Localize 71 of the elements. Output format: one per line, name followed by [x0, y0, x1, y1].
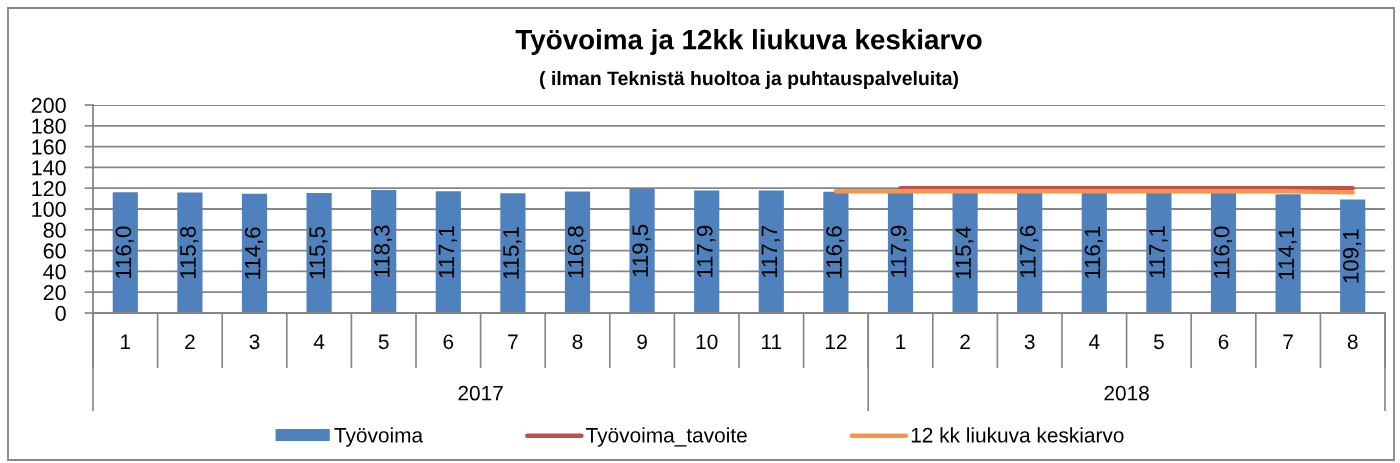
data-label: 116,0: [1213, 226, 1233, 278]
bar: [758, 190, 784, 313]
x-tick-label: 6: [443, 334, 454, 350]
x-tick-label: 11: [762, 334, 782, 349]
text: 2017: [458, 385, 503, 401]
data-label: 117,9: [890, 225, 910, 277]
data-label: 117,1: [1149, 226, 1168, 278]
x-tick-label: 3: [249, 334, 260, 350]
data-label: 119,5: [632, 224, 651, 277]
chart-title: Työvoima ja 12kk liukuva keskiarvo: [515, 29, 982, 55]
y-tick-label: 180: [32, 118, 66, 134]
x-tick-label: 8: [572, 334, 583, 350]
text: 2018: [1104, 385, 1149, 401]
data-label: 117,9: [696, 225, 716, 277]
data-label: 118,3: [373, 225, 393, 277]
x-tick-label: 2: [960, 334, 970, 349]
x-tick-label: 7: [508, 334, 518, 349]
chart-subtitle: ( ilman Teknistä huoltoa ja puhtauspalveluita): [540, 70, 959, 90]
bar: [952, 192, 978, 313]
data-label: 115,1: [503, 227, 522, 279]
data-label: 115,5: [309, 226, 328, 279]
bar: [241, 193, 268, 313]
x-tick-label: 9: [637, 334, 647, 350]
data-label: 114,1: [1278, 227, 1297, 279]
x-tick-label: 4: [1088, 334, 1100, 349]
data-label: 109,1: [1342, 229, 1362, 283]
data-label: 114,6: [244, 227, 264, 279]
data-label: 115,4: [955, 226, 974, 279]
bar: [629, 188, 655, 313]
y-tick-label: 20: [43, 284, 66, 301]
y-tick-label: 100: [32, 201, 66, 218]
data-label: 116,8: [567, 226, 587, 278]
bar: [435, 191, 461, 313]
bar: [564, 191, 591, 313]
x-tick-label: 5: [378, 334, 389, 350]
data-label: 117,6: [1019, 225, 1039, 278]
y-tick-label: 60: [43, 243, 66, 259]
legend-label: Työvoima_tavoite: [586, 427, 747, 447]
y-tick-label: 140: [32, 160, 66, 176]
data-label: 116,6: [826, 226, 845, 278]
bar: [1275, 194, 1301, 313]
y-tick-label: 160: [32, 139, 66, 155]
y-tick-label: 0: [55, 305, 66, 322]
x-tick-label: 6: [1218, 334, 1229, 350]
y-tick-label: 80: [43, 222, 66, 238]
bar: [371, 189, 397, 313]
x-tick-label: 2: [185, 334, 195, 349]
data-label: 116,0: [115, 226, 134, 278]
y-tick-label: 200: [31, 97, 66, 114]
x-tick-label: 12: [825, 334, 847, 349]
x-tick-label: 8: [1347, 334, 1358, 350]
x-tick-label: 5: [1153, 334, 1164, 350]
x-tick-label: 4: [313, 334, 325, 349]
data-label: 115,8: [180, 226, 199, 279]
bar: [112, 192, 138, 313]
bar: [500, 193, 526, 313]
x-tick-label: 1: [121, 334, 131, 349]
bar: [306, 192, 332, 313]
data-label: 116,1: [1084, 226, 1103, 278]
legend-label: Työvoima: [334, 427, 424, 447]
y-tick-label: 40: [43, 264, 66, 280]
y-tick-label: 120: [32, 180, 66, 197]
x-tick-label: 3: [1024, 334, 1035, 350]
x-tick-label: 1: [896, 334, 906, 349]
bar: [694, 190, 720, 313]
x-tick-label: 7: [1283, 334, 1293, 349]
legend-label: 12 kk liukuva keskiarvo: [911, 427, 1124, 443]
data-label: 117,7: [761, 225, 780, 278]
bar: [1340, 199, 1366, 313]
data-label: 117,1: [438, 226, 457, 278]
x-tick-label: 10: [696, 334, 718, 350]
